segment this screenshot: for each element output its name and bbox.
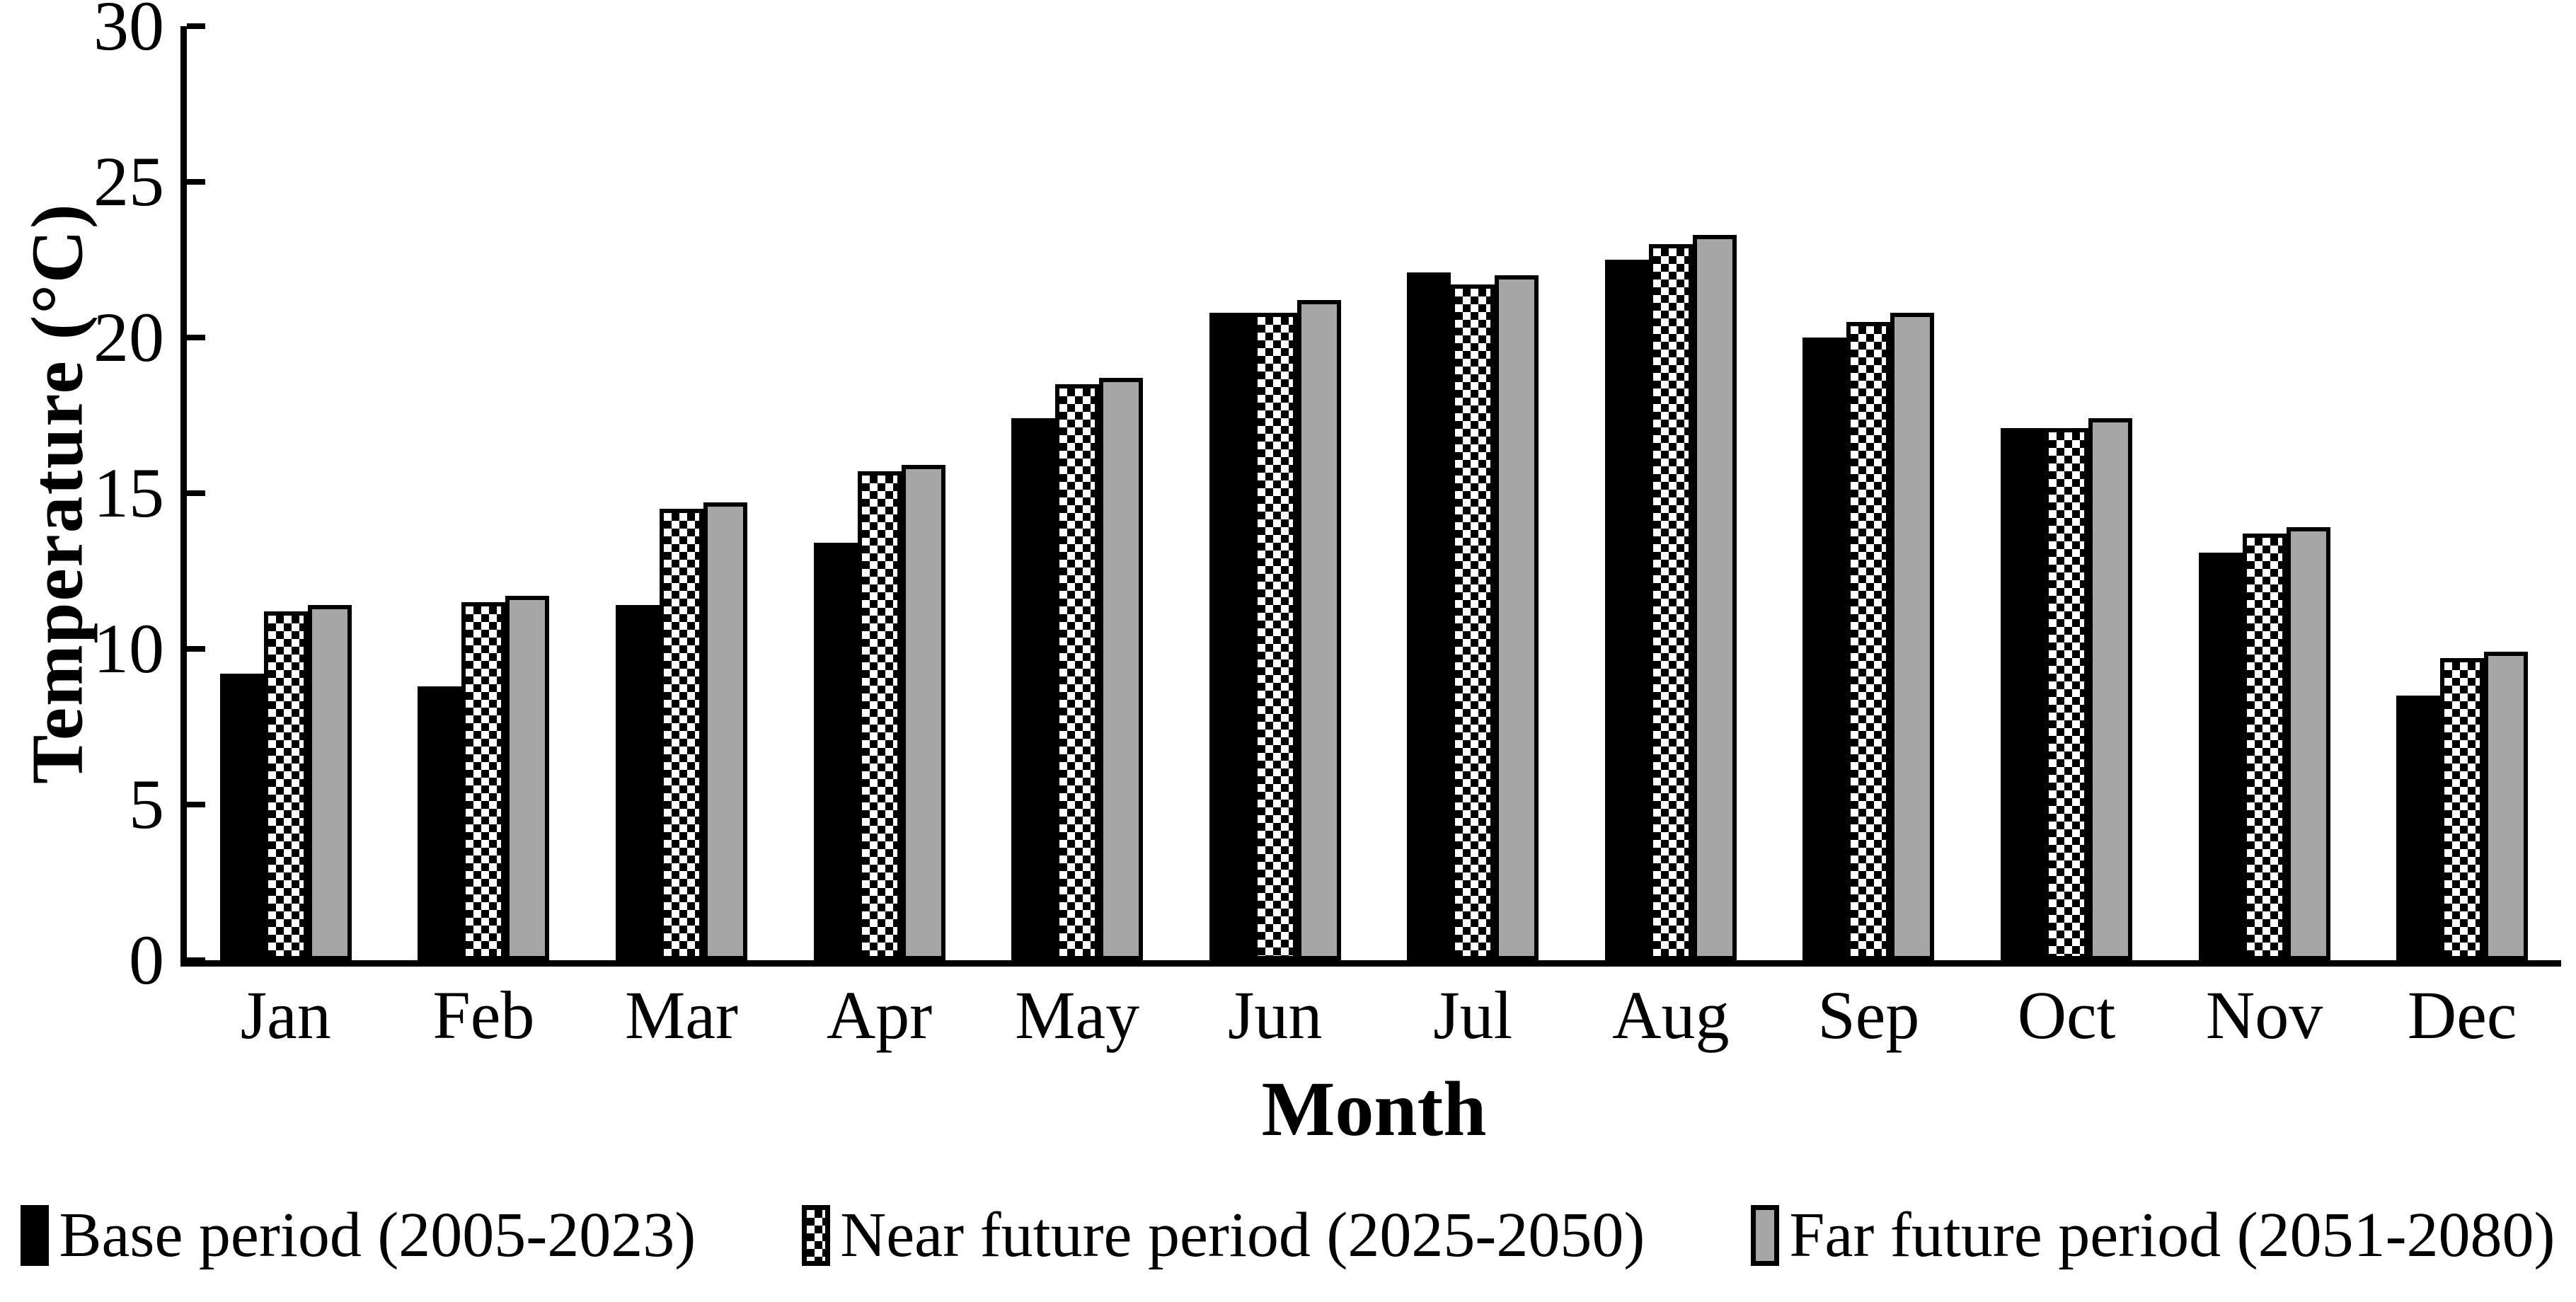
bar-base-mar [615, 605, 660, 960]
bar-base-oct [2000, 427, 2045, 960]
bar-near-aug [1648, 244, 1693, 960]
x-tick-label-oct: Oct [2017, 977, 2116, 1053]
month-group-feb [385, 26, 583, 960]
x-tick-label-dec: Dec [2407, 977, 2517, 1053]
month-group-may [978, 26, 1176, 960]
y-axis-tick-labels: 0 5 10 15 20 25 30 [0, 0, 164, 997]
x-axis-title: Month [1261, 1066, 1487, 1152]
month-group-nov [2166, 26, 2364, 960]
bar-far-jan [307, 605, 352, 960]
bar-far-nov [2286, 527, 2330, 960]
bar-near-may [1055, 384, 1100, 960]
bar-base-dec [2396, 696, 2441, 960]
bar-near-dec [2440, 658, 2485, 960]
bar-far-oct [2088, 418, 2132, 960]
y-tick-label-10: 10 [93, 609, 164, 688]
y-tick-label-30: 30 [93, 0, 164, 65]
bar-base-jun [1209, 312, 1253, 960]
legend-label-far-future: Far future period (2051-2080) [1789, 1200, 2555, 1270]
y-tick-mark-10 [187, 646, 205, 652]
legend-swatch-near-future-icon [802, 1205, 831, 1266]
month-group-oct [1967, 26, 2166, 960]
bar-far-jul [1495, 275, 1539, 960]
x-axis-labels: Jan Feb Mar Apr May Jun Jul Aug Sep Oct Nov Dec [187, 976, 2561, 1054]
bar-base-aug [1604, 260, 1649, 960]
x-tick-label-feb: Feb [432, 977, 535, 1053]
month-group-jun [1176, 26, 1374, 960]
y-tick-mark-5 [187, 802, 205, 807]
bar-base-may [1011, 418, 1056, 960]
month-group-jul [1374, 26, 1572, 960]
y-tick-label-5: 5 [129, 765, 164, 843]
y-tick-mark-15 [187, 490, 205, 496]
legend-swatch-far-future-icon [1751, 1205, 1780, 1266]
y-tick-label-25: 25 [93, 142, 164, 221]
legend-label-near-future: Near future period (2025-2050) [840, 1200, 1645, 1270]
month-group-mar [582, 26, 781, 960]
bar-near-jul [1451, 284, 1495, 960]
bar-far-jun [1296, 300, 1341, 960]
bar-base-apr [813, 543, 858, 960]
x-tick-label-sep: Sep [1817, 977, 1920, 1053]
x-tick-label-apr: Apr [826, 977, 933, 1053]
bar-base-jan [219, 674, 264, 960]
y-tick-mark-20 [187, 335, 205, 340]
bar-near-jan [263, 611, 308, 960]
bar-near-apr [857, 471, 902, 960]
y-tick-mark-25 [187, 179, 205, 185]
legend-swatch-base-icon [21, 1205, 50, 1266]
x-tick-label-nov: Nov [2205, 977, 2323, 1053]
y-tick-mark-0 [187, 957, 205, 963]
bar-far-dec [2484, 652, 2529, 960]
x-tick-label-jan: Jan [240, 977, 331, 1053]
legend-label-base: Base period (2005-2023) [59, 1200, 696, 1270]
y-tick-label-15: 15 [93, 454, 164, 532]
bar-far-apr [901, 465, 945, 960]
month-group-dec [2363, 26, 2561, 960]
bar-far-may [1099, 378, 1144, 960]
bar-far-aug [1692, 234, 1737, 960]
y-tick-label-20: 20 [93, 298, 164, 376]
bar-near-nov [2242, 534, 2287, 960]
bar-near-jun [1253, 312, 1297, 960]
x-tick-label-mar: Mar [624, 977, 738, 1053]
legend-item-near-future-period: Near future period (2025-2050) [802, 1200, 1645, 1271]
bar-base-nov [2198, 552, 2243, 960]
month-group-jan [187, 26, 385, 960]
month-group-aug [1572, 26, 1770, 960]
bar-near-feb [461, 602, 506, 960]
x-tick-label-jun: Jun [1228, 977, 1323, 1053]
legend-item-base-period: Base period (2005-2023) [21, 1200, 696, 1271]
plot-area [180, 23, 2561, 967]
month-group-apr [781, 26, 979, 960]
x-tick-label-jul: Jul [1433, 977, 1513, 1053]
x-tick-label-may: May [1015, 977, 1140, 1053]
bar-far-feb [505, 596, 550, 960]
bar-base-sep [1802, 338, 1847, 960]
bar-base-feb [418, 686, 462, 960]
bar-base-jul [1407, 272, 1451, 960]
y-tick-label-0: 0 [129, 921, 164, 999]
y-tick-mark-30 [187, 23, 205, 29]
month-group-sep [1770, 26, 1968, 960]
legend-item-far-future-period: Far future period (2051-2080) [1751, 1200, 2555, 1271]
bar-far-mar [703, 502, 747, 960]
bar-near-oct [2044, 427, 2088, 960]
bar-far-sep [1890, 312, 1935, 960]
legend: Base period (2005-2023) Near future peri… [0, 1200, 2576, 1271]
x-tick-label-aug: Aug [1612, 977, 1730, 1053]
bar-near-mar [659, 509, 703, 960]
bar-near-sep [1846, 322, 1891, 960]
bar-groups [187, 26, 2561, 960]
